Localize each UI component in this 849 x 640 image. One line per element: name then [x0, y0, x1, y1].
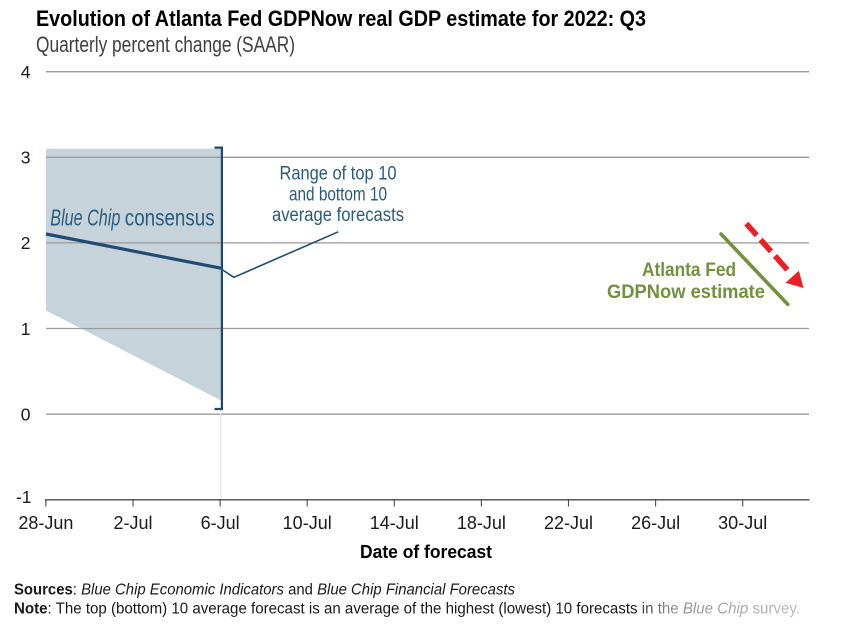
- svg-text:30-Jul: 30-Jul: [718, 513, 767, 533]
- svg-text:26-Jul: 26-Jul: [631, 513, 680, 533]
- svg-text:Date of forecast: Date of forecast: [360, 542, 492, 562]
- svg-text:Range of top 10: Range of top 10: [280, 164, 397, 185]
- svg-text:Quarterly percent change (SAAR: Quarterly percent change (SAAR): [36, 32, 295, 57]
- svg-text:18-Jul: 18-Jul: [457, 513, 506, 533]
- svg-text:GDPNow estimate: GDPNow estimate: [607, 282, 765, 303]
- svg-text:and bottom 10: and bottom 10: [289, 184, 387, 205]
- svg-text:Evolution of Atlanta Fed GDPNo: Evolution of Atlanta Fed GDPNow real GDP…: [36, 6, 646, 31]
- svg-text:0: 0: [21, 404, 31, 424]
- svg-text:2: 2: [21, 233, 31, 253]
- svg-text:14-Jul: 14-Jul: [370, 513, 419, 533]
- svg-text:1: 1: [21, 319, 31, 339]
- svg-text:28-Jun: 28-Jun: [18, 513, 73, 533]
- svg-text:22-Jul: 22-Jul: [544, 513, 593, 533]
- svg-text:10-Jul: 10-Jul: [283, 513, 332, 533]
- svg-text:2-Jul: 2-Jul: [113, 513, 152, 533]
- svg-text:6-Jul: 6-Jul: [201, 513, 240, 533]
- svg-text:Atlanta Fed: Atlanta Fed: [642, 260, 736, 281]
- svg-text:4: 4: [21, 62, 31, 82]
- svg-text:-1: -1: [16, 487, 32, 507]
- svg-text:3: 3: [21, 148, 31, 168]
- svg-text:average forecasts: average forecasts: [272, 205, 404, 226]
- svg-text:Sources: Blue Chip Economic In: Sources: Blue Chip Economic Indicators a…: [14, 582, 515, 599]
